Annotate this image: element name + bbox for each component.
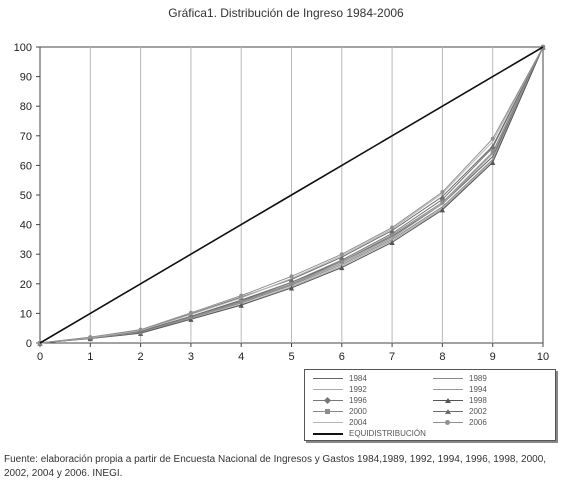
legend-swatch: [313, 396, 343, 404]
x-tick-label: 1: [87, 351, 93, 363]
data-point-2000: [490, 150, 495, 155]
legend-label: 2004: [349, 418, 367, 427]
legend-swatch: [313, 389, 343, 390]
legend-swatch: [433, 389, 463, 390]
data-point-1998: [238, 302, 244, 308]
legend-item-1996: 1996: [313, 396, 367, 405]
y-tick-label: 80: [20, 101, 32, 113]
legend-label: EQUIDISTRIBUCIÓN: [349, 429, 426, 438]
legend-label: 1989: [469, 374, 487, 383]
legend-marker: [445, 397, 451, 403]
x-tick-label: 2: [138, 351, 144, 363]
chart-plot: 0 10 20 30 40 50 60 70 80 90 100 0 1 2 3 4 5 6 7 8 9 10: [14, 42, 549, 363]
legend-item-2004: 2004: [313, 418, 367, 427]
x-tick-label: 4: [238, 351, 244, 363]
x-tick-label: 7: [389, 351, 395, 363]
legend-label: 1984: [349, 374, 367, 383]
legend-swatch: [313, 378, 343, 379]
x-tick-label: 5: [288, 351, 294, 363]
x-tick-label: 9: [490, 351, 496, 363]
legend-marker: [445, 419, 450, 425]
legend-swatch: [433, 419, 463, 425]
data-point-2000: [440, 200, 445, 205]
legend-item-2000: 2000: [313, 407, 367, 416]
data-point-2006: [88, 335, 93, 340]
chart-title: Gráfica1. Distribución de Ingreso 1984-2…: [168, 6, 404, 20]
legend-label: 1992: [349, 385, 367, 394]
legend-label: 1994: [469, 385, 487, 394]
data-point-2006: [188, 310, 193, 315]
y-tick-label: 90: [20, 72, 32, 84]
legend-item-2002: 2002: [433, 407, 487, 416]
legend-marker: [325, 408, 330, 414]
legend-item-1994: 1994: [433, 385, 487, 394]
legend-swatch: [433, 397, 463, 403]
data-point-2000: [289, 281, 294, 286]
y-tick-label: 70: [20, 131, 32, 143]
legend-marker: [323, 396, 332, 404]
data-point-1996: [439, 196, 445, 203]
legend-item-1998: 1998: [433, 396, 487, 405]
legend-label: 1998: [469, 396, 487, 405]
data-point-2002: [389, 227, 395, 234]
legend-label: 2002: [469, 407, 487, 416]
y-tick-label: 60: [20, 160, 32, 172]
x-tick-label: 3: [188, 351, 194, 363]
legend-swatch: [313, 408, 343, 414]
legend-swatch: [313, 422, 343, 423]
data-point-2002: [339, 254, 345, 260]
data-point-1998: [439, 207, 445, 213]
chart-legend: 1984 1989 1992 1994 1996 1998 2000 2002 2004 2006…: [304, 369, 556, 441]
y-tick-label: 30: [20, 249, 32, 261]
legend-item-equidistribuci-n: EQUIDISTRIBUCIÓN: [313, 429, 426, 438]
legend-item-1989: 1989: [433, 374, 487, 383]
legend-label: 2000: [349, 407, 367, 416]
data-point-2006: [440, 190, 445, 195]
data-point-1998: [490, 159, 496, 166]
data-point-2006: [490, 136, 495, 141]
legend-item-2006: 2006: [433, 418, 487, 427]
legend-swatch: [433, 378, 463, 379]
legend-item-1984: 1984: [313, 374, 367, 383]
data-point-2006: [339, 252, 344, 257]
data-point-1998: [389, 239, 395, 245]
legend-label: 1996: [349, 396, 367, 405]
x-tick-label: 10: [537, 351, 549, 363]
y-tick-label: 100: [14, 42, 32, 54]
data-point-2006: [239, 293, 244, 298]
x-tick-label: 8: [439, 351, 445, 363]
series-line-equidistribuci-n: [39, 46, 544, 344]
legend-item-1992: 1992: [313, 385, 367, 394]
y-tick-label: 0: [26, 338, 32, 350]
data-point-2002: [288, 276, 295, 282]
data-point-2000: [339, 259, 344, 264]
y-tick-label: 10: [20, 308, 32, 320]
y-tick-label: 40: [20, 220, 32, 232]
data-point-1998: [188, 316, 194, 322]
legend-swatch: [313, 432, 343, 435]
y-tick-label: 20: [20, 279, 32, 291]
data-point-2006: [138, 327, 143, 332]
data-point-1998: [339, 264, 345, 271]
legend-label: 2006: [469, 418, 487, 427]
data-point-2000: [390, 232, 395, 237]
data-point-2002: [439, 193, 445, 200]
x-tick-label: 0: [37, 351, 43, 363]
legend-swatch: [433, 408, 463, 414]
data-point-1998: [288, 285, 295, 291]
series-line-2004: [39, 46, 544, 344]
data-point-2006: [289, 274, 294, 279]
data-point-2002: [490, 143, 496, 149]
data-point-2000: [188, 315, 193, 320]
data-point-2000: [239, 299, 244, 304]
x-tick-label: 6: [339, 351, 345, 363]
y-tick-label: 50: [20, 190, 32, 202]
legend-marker: [445, 408, 451, 414]
source-note: Fuente: elaboración propia a partir de E…: [4, 454, 547, 479]
data-point-2006: [390, 225, 395, 230]
